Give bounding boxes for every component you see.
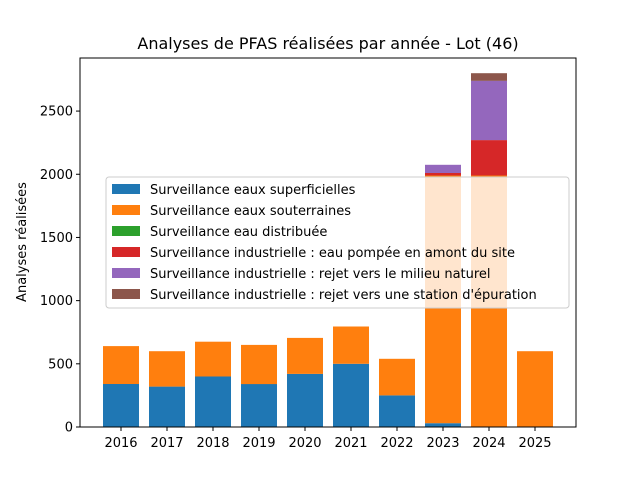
x-tick-label: 2020 bbox=[288, 436, 321, 451]
y-tick-label: 1500 bbox=[40, 231, 73, 246]
y-axis: 0 500 1000 1500 2000 2500 bbox=[40, 105, 80, 436]
y-tick-label: 2000 bbox=[40, 168, 73, 183]
x-tick-label: 2017 bbox=[150, 436, 183, 451]
legend-label-1: Surveillance eaux souterraines bbox=[150, 204, 351, 219]
bar-2020-series-0 bbox=[287, 373, 323, 427]
legend-swatch-5 bbox=[112, 289, 140, 299]
bar-2016-series-1 bbox=[103, 346, 139, 384]
x-tick-label: 2024 bbox=[472, 436, 505, 451]
bar-2024-series-4 bbox=[471, 80, 507, 141]
x-tick-label: 2021 bbox=[334, 436, 367, 451]
legend-swatch-4 bbox=[112, 268, 140, 278]
x-tick-label: 2019 bbox=[242, 436, 275, 451]
bar-2018-series-1 bbox=[195, 341, 231, 377]
x-tick-label: 2023 bbox=[426, 436, 459, 451]
y-tick-label: 2500 bbox=[40, 105, 73, 120]
x-axis: 2016 2017 2018 2019 2020 2021 2022 2023 2024 2025 bbox=[104, 427, 552, 451]
legend-swatch-1 bbox=[112, 205, 140, 215]
bar-2023-series-4 bbox=[425, 164, 461, 173]
legend-swatch-2 bbox=[112, 226, 140, 236]
legend-swatch-0 bbox=[112, 184, 140, 194]
bar-2024-series-3 bbox=[471, 140, 507, 176]
bar-2023-series-0 bbox=[425, 423, 461, 427]
legend-swatch-3 bbox=[112, 247, 140, 257]
legend-label-3: Surveillance industrielle : eau pompée e… bbox=[150, 246, 515, 261]
x-tick-label: 2025 bbox=[518, 436, 551, 451]
x-tick-label: 2018 bbox=[196, 436, 229, 451]
legend-label-2: Surveillance eau distribuée bbox=[150, 225, 327, 240]
legend-label-0: Surveillance eaux superficielles bbox=[150, 183, 356, 198]
bar-2019-series-0 bbox=[241, 384, 277, 427]
chart-title: Analyses de PFAS réalisées par année - L… bbox=[137, 34, 518, 53]
y-tick-label: 0 bbox=[65, 421, 73, 436]
y-tick-label: 1000 bbox=[40, 294, 73, 309]
bar-2019-series-1 bbox=[241, 344, 277, 385]
bar-2024-series-5 bbox=[471, 73, 507, 81]
legend-label-4: Surveillance industrielle : rejet vers l… bbox=[150, 267, 491, 282]
x-tick-label: 2016 bbox=[104, 436, 137, 451]
y-axis-label: Analyses réalisées bbox=[15, 182, 30, 302]
legend-box bbox=[105, 176, 570, 309]
bar-2017-series-1 bbox=[149, 351, 185, 387]
bar-2022-series-1 bbox=[379, 358, 415, 396]
bar-2021-series-0 bbox=[333, 363, 369, 427]
bar-2021-series-1 bbox=[333, 326, 369, 364]
legend-label-5: Surveillance industrielle : rejet vers u… bbox=[150, 288, 537, 303]
bar-2020-series-1 bbox=[287, 337, 323, 374]
bar-2025-series-1 bbox=[517, 351, 553, 427]
x-tick-label: 2022 bbox=[380, 436, 413, 451]
bar-2018-series-0 bbox=[195, 376, 231, 427]
plot-frame bbox=[79, 57, 577, 428]
legend: Surveillance eaux superficielles Surveill… bbox=[105, 176, 570, 309]
bar-2023-series-3 bbox=[425, 173, 461, 176]
bar-2016-series-0 bbox=[103, 384, 139, 427]
bar-2017-series-0 bbox=[149, 386, 185, 427]
bar-2022-series-0 bbox=[379, 395, 415, 427]
y-tick-label: 500 bbox=[48, 357, 73, 372]
